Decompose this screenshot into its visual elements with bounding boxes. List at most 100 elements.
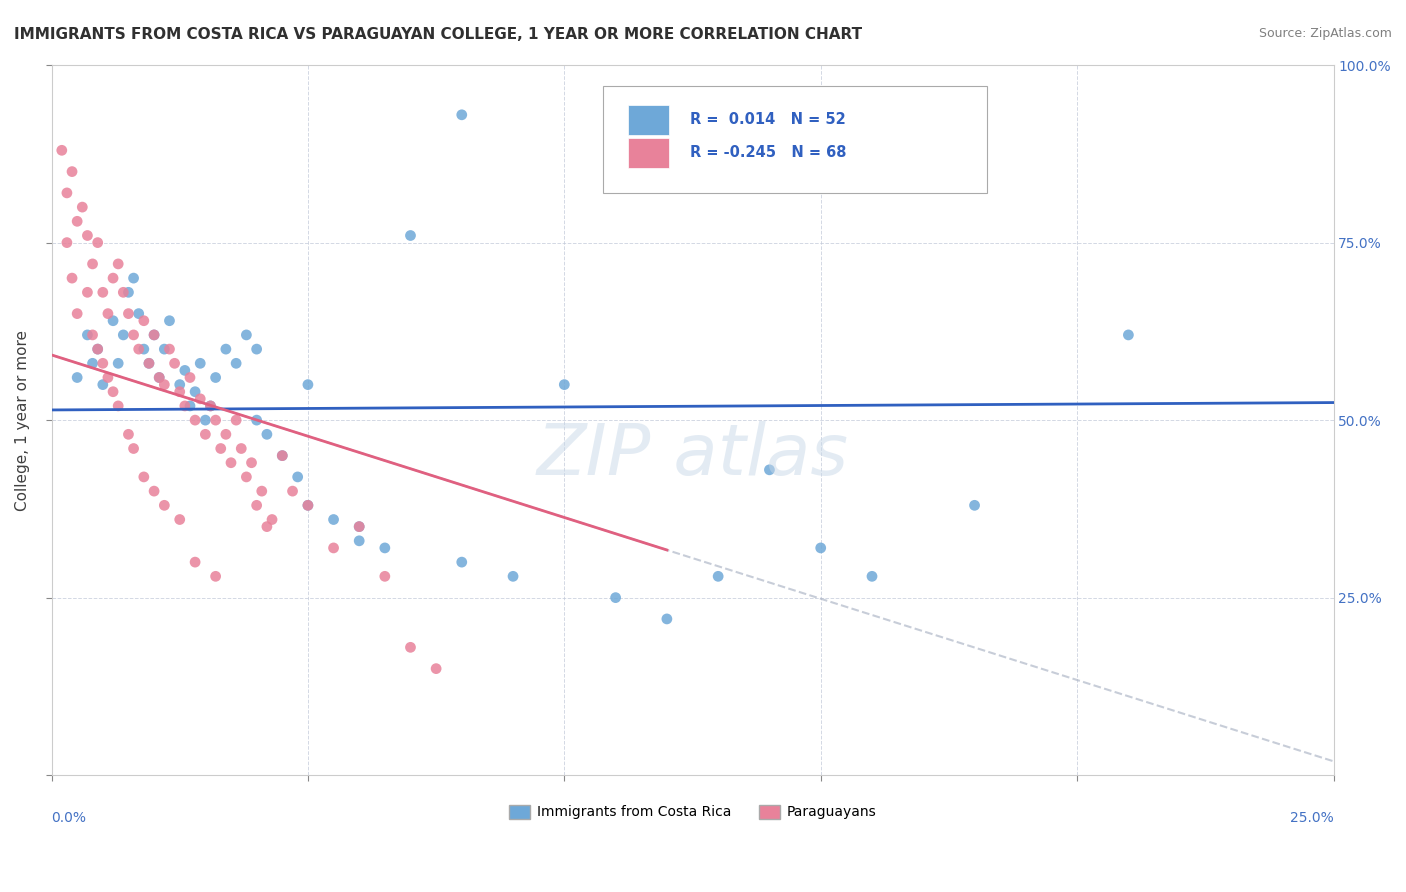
- Point: [143, 327, 166, 342]
- Point: [112, 285, 135, 300]
- Point: [374, 541, 396, 555]
- Point: [86, 342, 108, 356]
- Point: [256, 519, 278, 533]
- Point: [122, 271, 145, 285]
- Point: [101, 384, 124, 399]
- Text: Source: ZipAtlas.com: Source: ZipAtlas.com: [1258, 27, 1392, 40]
- Point: [153, 342, 176, 356]
- Point: [225, 356, 247, 370]
- Point: [76, 327, 98, 342]
- Point: [347, 519, 370, 533]
- Point: [117, 427, 139, 442]
- Point: [66, 370, 89, 384]
- Point: [235, 327, 257, 342]
- Point: [246, 499, 269, 513]
- Point: [200, 399, 222, 413]
- Point: [450, 108, 472, 122]
- Point: [122, 327, 145, 342]
- Point: [117, 285, 139, 300]
- Point: [66, 307, 89, 321]
- Point: [91, 285, 114, 300]
- Point: [655, 612, 678, 626]
- Point: [188, 392, 211, 406]
- Point: [143, 327, 166, 342]
- Point: [82, 257, 104, 271]
- Point: [322, 541, 344, 555]
- Point: [204, 569, 226, 583]
- Point: [60, 164, 83, 178]
- Text: R =  0.014   N = 52: R = 0.014 N = 52: [690, 112, 845, 128]
- Point: [225, 413, 247, 427]
- Point: [56, 235, 79, 250]
- Point: [107, 356, 129, 370]
- Point: [204, 370, 226, 384]
- Point: [287, 470, 309, 484]
- Point: [860, 569, 883, 583]
- Point: [200, 399, 222, 413]
- Point: [76, 228, 98, 243]
- Point: [56, 186, 79, 200]
- Point: [97, 307, 120, 321]
- Point: [153, 499, 176, 513]
- Point: [271, 449, 294, 463]
- Point: [347, 533, 370, 548]
- Point: [810, 541, 832, 555]
- Point: [374, 569, 396, 583]
- Point: [107, 399, 129, 413]
- Point: [60, 271, 83, 285]
- Point: [271, 449, 294, 463]
- Point: [425, 662, 447, 676]
- Point: [143, 484, 166, 499]
- Point: [159, 342, 181, 356]
- Legend: Immigrants from Costa Rica, Paraguayans: Immigrants from Costa Rica, Paraguayans: [503, 799, 882, 825]
- Point: [707, 569, 730, 583]
- Point: [91, 356, 114, 370]
- Point: [297, 499, 319, 513]
- Point: [450, 555, 472, 569]
- Point: [91, 377, 114, 392]
- Point: [322, 512, 344, 526]
- Point: [297, 377, 319, 392]
- Point: [347, 519, 370, 533]
- Point: [128, 307, 150, 321]
- Point: [173, 363, 195, 377]
- Point: [502, 569, 524, 583]
- Point: [169, 377, 191, 392]
- Point: [204, 413, 226, 427]
- Point: [107, 257, 129, 271]
- Point: [51, 144, 73, 158]
- Point: [963, 499, 986, 513]
- Point: [86, 342, 108, 356]
- Point: [101, 314, 124, 328]
- Point: [188, 356, 211, 370]
- Point: [260, 512, 283, 526]
- Point: [173, 399, 195, 413]
- Point: [179, 370, 201, 384]
- Point: [82, 327, 104, 342]
- Point: [138, 356, 160, 370]
- Point: [132, 342, 155, 356]
- Text: IMMIGRANTS FROM COSTA RICA VS PARAGUAYAN COLLEGE, 1 YEAR OR MORE CORRELATION CHA: IMMIGRANTS FROM COSTA RICA VS PARAGUAYAN…: [14, 27, 862, 42]
- Point: [66, 214, 89, 228]
- Point: [399, 640, 422, 655]
- Point: [101, 271, 124, 285]
- Point: [128, 342, 150, 356]
- Point: [169, 384, 191, 399]
- Point: [72, 200, 94, 214]
- Point: [132, 470, 155, 484]
- Point: [235, 470, 257, 484]
- Point: [163, 356, 186, 370]
- Point: [194, 427, 217, 442]
- Point: [250, 484, 273, 499]
- Point: [82, 356, 104, 370]
- Point: [553, 377, 575, 392]
- Point: [138, 356, 160, 370]
- Text: ZIP atlas: ZIP atlas: [537, 421, 848, 490]
- Point: [215, 342, 238, 356]
- Point: [281, 484, 304, 499]
- Point: [246, 413, 269, 427]
- Point: [148, 370, 170, 384]
- Point: [76, 285, 98, 300]
- Point: [758, 463, 780, 477]
- Y-axis label: College, 1 year or more: College, 1 year or more: [15, 330, 30, 510]
